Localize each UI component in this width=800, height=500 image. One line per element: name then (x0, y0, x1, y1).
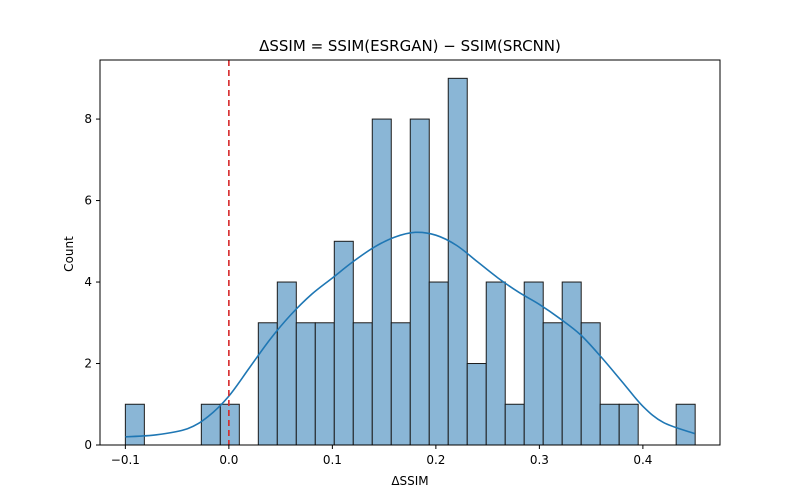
histogram-bar (409, 118, 430, 446)
histogram-bar (219, 403, 240, 446)
x-tick-label: 0.4 (633, 453, 652, 467)
histogram-bar (504, 403, 525, 446)
histogram-bar (466, 363, 487, 446)
histogram-bar (333, 240, 354, 446)
x-tick-label: 0.1 (323, 453, 342, 467)
kde-curve-layer (125, 231, 695, 438)
histogram-bar (200, 403, 221, 446)
histogram-bar (390, 322, 411, 446)
y-axis-label: Count (62, 236, 76, 272)
histogram-bar (599, 403, 620, 446)
histogram-bar (447, 77, 468, 446)
plot-frame (99, 59, 721, 446)
y-tick-label: 8 (84, 112, 92, 126)
histogram-bar (352, 322, 373, 446)
x-tick-label: 0.2 (426, 453, 445, 467)
x-axis-ticks: −0.1 0.0 0.1 0.2 0.3 0.4 (111, 445, 652, 467)
histogram-bar (371, 118, 392, 446)
histogram-bars (124, 77, 696, 446)
histogram-bar (485, 281, 506, 446)
y-tick-label: 6 (84, 194, 92, 208)
histogram-bar (618, 403, 639, 446)
histogram-bar (295, 322, 316, 446)
histogram-bar (675, 403, 696, 446)
x-tick-label: 0.0 (219, 453, 238, 467)
chart-title: ΔSSIM = SSIM(ESRGAN) − SSIM(SRCNN) (259, 37, 561, 55)
y-tick-label: 4 (84, 275, 92, 289)
axes (99, 59, 721, 446)
histogram-bar (276, 281, 297, 446)
x-tick-label: 0.3 (530, 453, 549, 467)
histogram-bar (428, 281, 449, 446)
histogram-bar (124, 403, 145, 446)
x-tick-label: −0.1 (111, 453, 140, 467)
y-tick-label: 2 (84, 357, 92, 371)
histogram-bar (580, 322, 601, 446)
histogram-bar (542, 322, 563, 446)
x-axis-label: ΔSSIM (391, 474, 428, 488)
histogram-bar (314, 322, 335, 446)
y-axis-ticks: 0 2 4 6 8 (84, 112, 100, 452)
histogram-bar (523, 281, 544, 446)
y-tick-label: 0 (84, 438, 92, 452)
histogram-bar (561, 281, 582, 446)
kde-curve (125, 231, 695, 438)
